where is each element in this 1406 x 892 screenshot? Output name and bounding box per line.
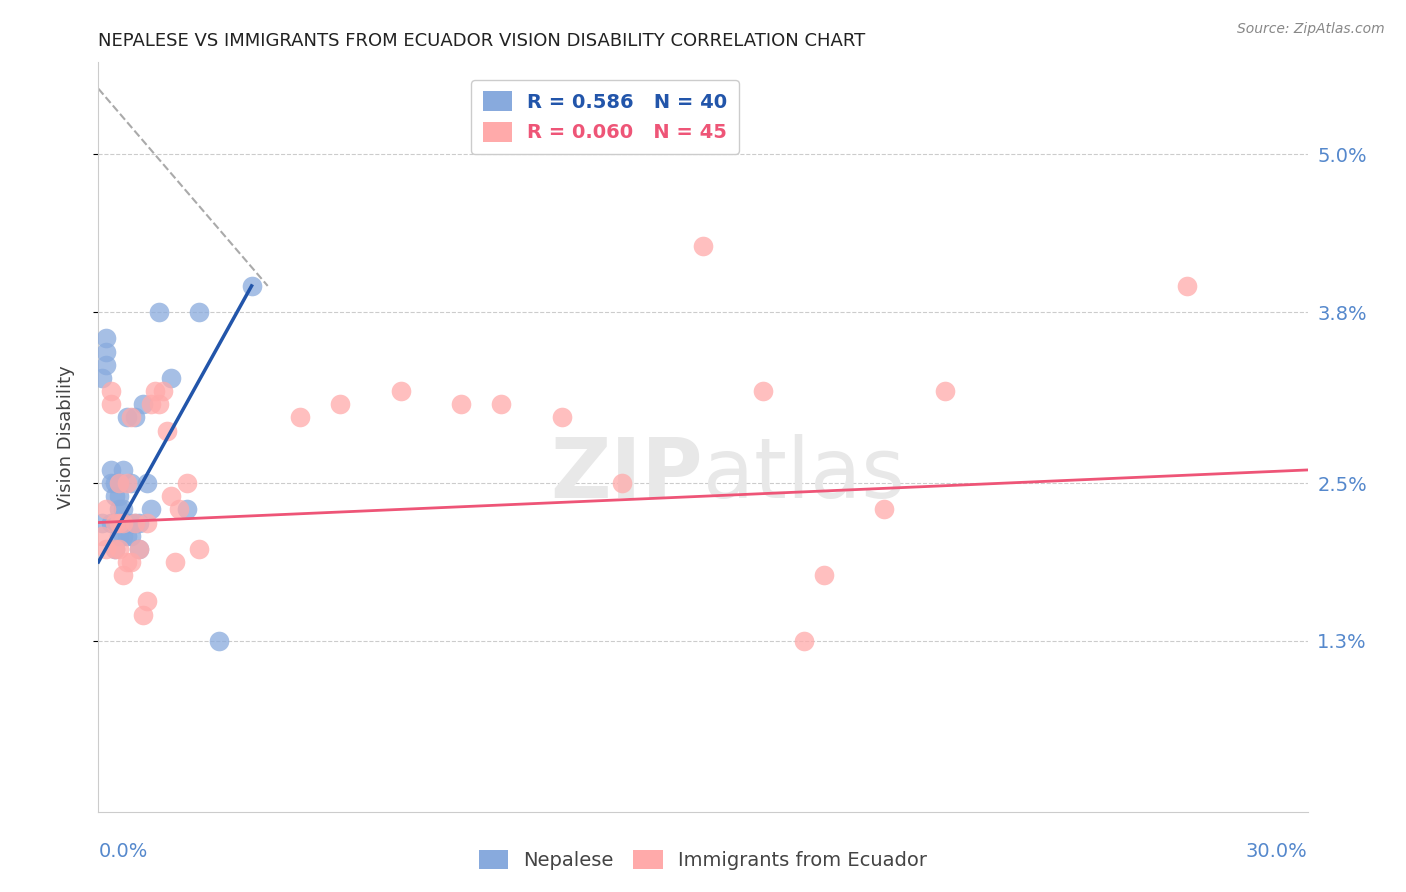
Point [96, 502, 118, 516]
Point [450, 397, 472, 411]
Point [103, 516, 125, 530]
Point [124, 516, 146, 530]
Point [288, 410, 311, 425]
Point [107, 502, 129, 516]
Legend: R = 0.586   N = 40, R = 0.060   N = 45: R = 0.586 N = 40, R = 0.060 N = 45 [471, 79, 740, 153]
Point [160, 489, 183, 503]
Legend: Nepalese, Immigrants from Ecuador: Nepalese, Immigrants from Ecuador [471, 842, 935, 878]
Text: NEPALESE VS IMMIGRANTS FROM ECUADOR VISION DISABILITY CORRELATION CHART: NEPALESE VS IMMIGRANTS FROM ECUADOR VISI… [98, 32, 866, 50]
Point [491, 397, 513, 411]
Point [103, 516, 125, 530]
Point [124, 410, 146, 425]
Point [115, 516, 138, 530]
Point [128, 541, 150, 556]
Point [1175, 279, 1198, 293]
Point [551, 410, 574, 425]
Point [96, 344, 118, 359]
Point [96, 541, 118, 556]
Point [612, 476, 634, 491]
Point [115, 410, 138, 425]
Point [135, 476, 157, 491]
Point [91, 371, 114, 385]
Point [176, 502, 198, 516]
Text: atlas: atlas [703, 434, 904, 515]
Point [96, 358, 118, 372]
Point [148, 397, 170, 411]
Point [103, 541, 125, 556]
Point [107, 489, 129, 503]
Point [107, 476, 129, 491]
Point [107, 516, 129, 530]
Point [120, 410, 142, 425]
Point [111, 516, 134, 530]
Point [120, 555, 142, 569]
Point [188, 305, 211, 319]
Point [692, 239, 714, 253]
Point [100, 384, 122, 398]
Point [167, 502, 190, 516]
Point [163, 555, 186, 569]
Point [152, 384, 174, 398]
Point [128, 516, 150, 530]
Point [329, 397, 352, 411]
Point [115, 529, 138, 543]
Point [124, 516, 146, 530]
Point [240, 279, 263, 293]
Point [115, 555, 138, 569]
Point [389, 384, 412, 398]
Point [120, 476, 142, 491]
Y-axis label: Vision Disability: Vision Disability [56, 365, 75, 509]
Point [96, 331, 118, 345]
Point [793, 633, 815, 648]
Text: Source: ZipAtlas.com: Source: ZipAtlas.com [1237, 22, 1385, 37]
Point [100, 463, 122, 477]
Point [100, 476, 122, 491]
Point [128, 541, 150, 556]
Point [107, 541, 129, 556]
Point [176, 476, 198, 491]
Point [103, 541, 125, 556]
Point [873, 502, 896, 516]
Point [100, 516, 122, 530]
Point [139, 502, 162, 516]
Point [188, 541, 211, 556]
Point [139, 397, 162, 411]
Point [752, 384, 775, 398]
Point [813, 568, 835, 582]
Point [115, 476, 138, 491]
Point [111, 516, 134, 530]
Text: 30.0%: 30.0% [1246, 842, 1308, 861]
Point [107, 476, 129, 491]
Point [107, 516, 129, 530]
Point [160, 371, 183, 385]
Point [111, 463, 134, 477]
Point [103, 489, 125, 503]
Point [91, 516, 114, 530]
Point [132, 397, 155, 411]
Point [120, 516, 142, 530]
Text: 0.0%: 0.0% [98, 842, 148, 861]
Point [91, 529, 114, 543]
Point [934, 384, 956, 398]
Point [111, 529, 134, 543]
Point [208, 633, 231, 648]
Point [111, 502, 134, 516]
Point [107, 529, 129, 543]
Point [111, 568, 134, 582]
Point [135, 594, 157, 608]
Point [132, 607, 155, 622]
Point [135, 516, 157, 530]
Point [120, 529, 142, 543]
Point [148, 305, 170, 319]
Point [103, 476, 125, 491]
Text: ZIP: ZIP [551, 434, 703, 515]
Point [100, 397, 122, 411]
Point [156, 424, 179, 438]
Point [143, 384, 166, 398]
